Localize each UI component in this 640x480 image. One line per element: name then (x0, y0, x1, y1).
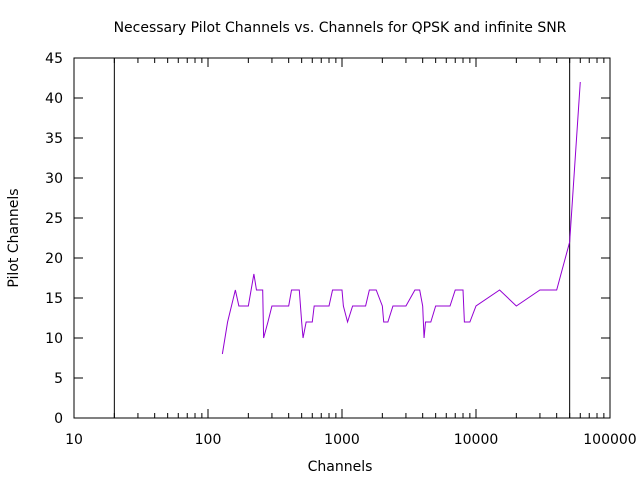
y-tick-label: 25 (45, 211, 63, 227)
y-tick-label: 40 (45, 91, 63, 107)
x-tick-label: 10000 (454, 432, 499, 448)
x-tick-label: 1000 (324, 432, 360, 448)
plot-frame (73, 57, 611, 419)
y-tick-label: 30 (45, 171, 63, 187)
y-tick-label: 10 (45, 331, 63, 347)
x-tick-label: 100 (195, 432, 222, 448)
x-tick-label: 100000 (583, 432, 636, 448)
chart-title: Necessary Pilot Channels vs. Channels fo… (114, 20, 567, 36)
y-axis: 0 5 10 15 20 25 30 35 40 45 (45, 51, 610, 427)
y-axis-label: Pilot Channels (6, 188, 22, 287)
y-tick-label: 15 (45, 291, 63, 307)
series-group (221, 81, 581, 355)
y-tick-label: 0 (54, 411, 63, 427)
vertical-markers (113, 58, 571, 418)
series-line (221, 81, 581, 355)
y-tick-label: 45 (45, 51, 63, 67)
plot-border (73, 57, 611, 419)
y-tick-label: 35 (45, 131, 63, 147)
y-tick-label: 5 (54, 371, 63, 387)
x-tick-label: 10 (65, 432, 83, 448)
y-tick-label: 20 (45, 251, 63, 267)
x-axis-label: Channels (308, 459, 373, 475)
x-axis: 10 100 1000 10000 100000 (65, 58, 637, 448)
